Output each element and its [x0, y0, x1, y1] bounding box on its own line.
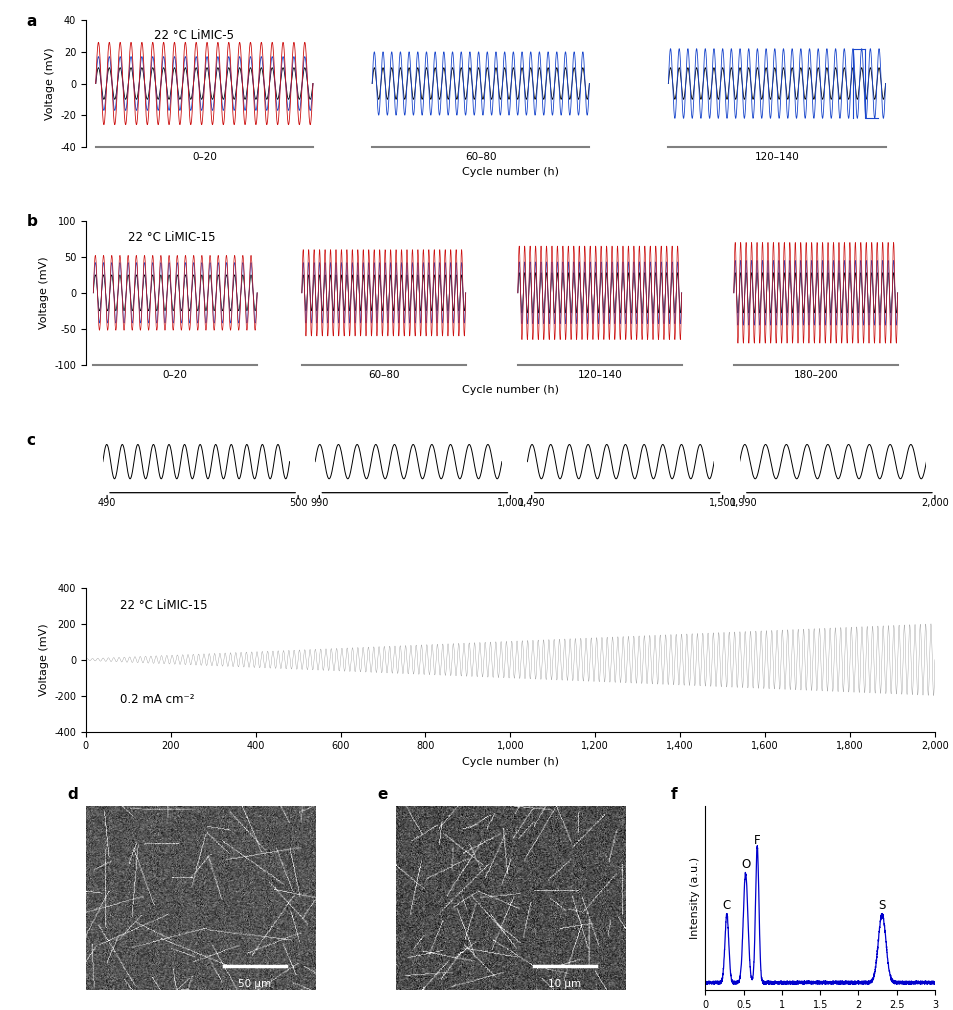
Text: S: S — [878, 899, 885, 912]
Text: 1,000: 1,000 — [497, 498, 523, 508]
Text: f: f — [670, 787, 677, 802]
Text: 22 °C LiMIC-15: 22 °C LiMIC-15 — [128, 231, 215, 244]
Y-axis label: Voltage (mV): Voltage (mV) — [39, 257, 49, 329]
Text: C: C — [722, 899, 730, 912]
Text: 10 μm: 10 μm — [548, 980, 580, 989]
Y-axis label: Intensity (a.u.): Intensity (a.u.) — [689, 856, 700, 938]
Text: F: F — [753, 833, 760, 846]
Text: 990: 990 — [310, 498, 328, 508]
Text: 22 °C LiMIC-5: 22 °C LiMIC-5 — [153, 29, 233, 42]
X-axis label: Cycle number (h): Cycle number (h) — [461, 385, 558, 395]
Text: 490: 490 — [98, 498, 116, 508]
Text: 0.2 mA cm⁻²: 0.2 mA cm⁻² — [120, 693, 194, 706]
Text: a: a — [27, 14, 37, 29]
Text: 1,990: 1,990 — [729, 498, 757, 508]
Text: b: b — [27, 214, 37, 228]
Text: 50 μm: 50 μm — [238, 980, 272, 989]
Text: 1,490: 1,490 — [517, 498, 545, 508]
X-axis label: Cycle number (h): Cycle number (h) — [461, 168, 558, 177]
Y-axis label: Voltage (mV): Voltage (mV) — [38, 623, 49, 696]
Y-axis label: Voltage (mV): Voltage (mV) — [45, 47, 54, 120]
Text: 1,500: 1,500 — [708, 498, 736, 508]
Text: 2,000: 2,000 — [920, 498, 948, 508]
X-axis label: Cycle number (h): Cycle number (h) — [461, 756, 558, 767]
Text: O: O — [740, 858, 749, 871]
Text: c: c — [27, 433, 35, 447]
Text: d: d — [68, 787, 78, 802]
Text: 22 °C LiMIC-15: 22 °C LiMIC-15 — [120, 599, 207, 612]
Text: 500: 500 — [289, 498, 307, 508]
Text: e: e — [376, 787, 387, 802]
